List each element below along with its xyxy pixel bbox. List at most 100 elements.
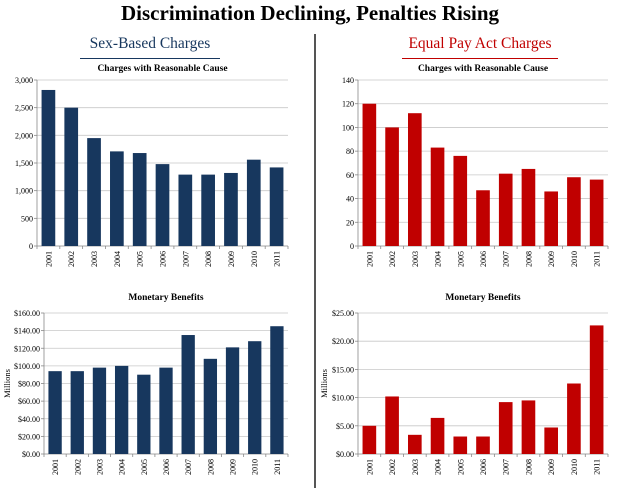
bar-2001 [48,371,62,454]
chart-epa-benefits: Monetary Benefits $0.00 $5.00 $10.00 $15.00 $… [319,293,609,475]
y-tick-label: $15.00 [332,365,354,374]
y-tick-label: 0 [350,242,354,251]
section-title-sex-based: Sex-Based Charges [80,34,220,59]
y-tick-label: $0.00 [336,450,354,459]
x-tick-label: 2006 [162,459,171,475]
bar-2006 [476,190,490,246]
x-tick-label: 2011 [593,251,602,267]
x-tick-label: 2010 [570,251,579,267]
x-tick-label: 2002 [73,459,82,475]
x-tick-label: 2003 [90,251,99,267]
bar-2002 [70,371,84,454]
x-tick-label: 2002 [67,251,76,267]
chart-title: Charges with Reasonable Cause [418,64,548,74]
bar-2004 [430,147,445,246]
bar-2005 [132,153,147,246]
x-tick-label: 2008 [204,251,213,267]
x-tick-label: 2009 [547,251,556,267]
y-tick-label: $100.00 [14,362,40,371]
x-tick-label: 2005 [456,251,465,267]
bar-2010 [246,159,261,246]
bar-2004 [430,417,445,454]
y-tick-label: 100 [342,123,354,132]
x-tick-label: 2001 [51,459,60,475]
x-tick-label: 2011 [273,251,282,267]
bar-2009 [224,172,238,246]
bar-2006 [155,164,170,246]
y-tick-label: 2,000 [15,131,33,140]
y-tick-label: $5.00 [336,422,354,431]
bar-2008 [203,358,218,454]
x-tick-label: 2003 [95,459,104,475]
x-tick-label: 2003 [411,459,420,475]
bar-2010 [567,383,581,454]
chart-sex-benefits: Monetary Benefits $0.00 $20.00 $40.00 $60.00… [2,293,289,475]
x-tick-label: 2008 [206,459,215,475]
bar-2003 [87,138,101,246]
bar-2011 [270,326,284,454]
y-tick-label: 3,000 [15,76,33,85]
y-tick-label: $0.00 [22,450,40,459]
bar-2004 [114,365,129,454]
bar-2010 [567,177,581,246]
x-tick-label: 2009 [229,459,238,475]
chart-title: Monetary Benefits [445,293,520,303]
x-tick-label: 2001 [44,251,53,267]
y-tick-label: 60 [346,171,354,180]
bar-2006 [476,436,490,454]
y-tick-label: $20.00 [18,432,40,441]
bar-2009 [544,427,558,454]
bar-2002 [64,107,79,246]
bar-2006 [159,367,173,454]
bar-2011 [269,167,284,246]
x-tick-label: 2005 [456,459,465,475]
y-tick-label: $140.00 [14,327,40,336]
bar-2011 [589,179,604,246]
x-tick-label: 2005 [140,459,149,475]
bar-2007 [498,402,513,454]
y-axis-label: Millions [319,369,329,398]
chart-epa-charges: Charges with Reasonable Cause 0 20 40 60 80 10… [342,64,609,267]
y-tick-label: 1,500 [15,159,33,168]
x-tick-label: 2010 [251,459,260,475]
section-title-equal-pay: Equal Pay Act Charges [402,34,558,59]
bar-2001 [362,425,377,454]
x-tick-label: 2007 [184,459,193,475]
y-tick-label: 80 [346,147,354,156]
x-tick-label: 2004 [434,459,443,475]
x-tick-label: 2006 [479,459,488,475]
y-axis-label: Millions [2,369,12,398]
bar-2008 [521,400,536,454]
x-tick-label: 2009 [547,459,556,475]
x-tick-label: 2007 [502,459,511,475]
x-tick-label: 2008 [524,459,533,475]
x-tick-label: 2010 [250,251,259,267]
chart-title: Charges with Reasonable Cause [97,64,227,74]
y-tick-label: $80.00 [18,380,40,389]
y-tick-label: $60.00 [18,397,40,406]
chart-title: Monetary Benefits [128,293,203,303]
x-tick-label: 2004 [113,251,122,267]
x-tick-label: 2003 [411,251,420,267]
x-tick-label: 2002 [388,251,397,267]
y-tick-label: 40 [346,195,354,204]
bar-2007 [498,173,513,246]
x-tick-label: 2006 [479,251,488,267]
bar-2001 [41,89,56,247]
bar-2003 [408,434,422,454]
bar-2002 [385,127,399,246]
y-tick-label: $40.00 [18,415,40,424]
bar-2005 [453,436,468,454]
y-tick-label: $120.00 [14,344,40,353]
bar-2001 [362,103,377,246]
x-tick-label: 2006 [159,251,168,267]
x-tick-label: 2007 [502,251,511,267]
bar-2005 [137,374,151,454]
bar-2009 [544,191,558,246]
y-tick-label: $160.00 [14,309,40,318]
bar-2008 [201,174,215,246]
y-tick-label: 20 [346,218,354,227]
bar-2003 [408,113,422,246]
x-tick-label: 2005 [136,251,145,267]
x-tick-label: 2008 [524,251,533,267]
